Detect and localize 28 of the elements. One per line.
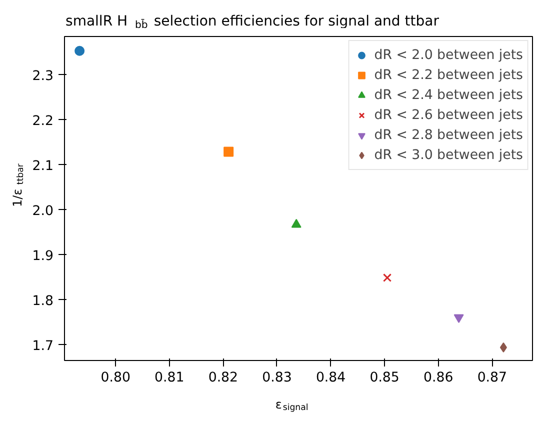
x-tick-label: 0.80 — [100, 370, 130, 386]
y-tick-label: 2.2 — [32, 114, 54, 129]
x-tick-label: 0.85 — [370, 370, 400, 386]
x-tick-label: 0.83 — [262, 370, 292, 386]
legend-label: dR < 2.4 between jets — [374, 87, 523, 103]
y-tick-label: 2.3 — [32, 68, 54, 84]
legend-label: dR < 2.6 between jets — [374, 107, 523, 123]
legend-label: dR < 2.0 between jets — [374, 47, 523, 63]
y-tick-label: 1.9 — [32, 248, 54, 264]
y-axis-title: 1/εttbar — [10, 163, 26, 207]
y-tick-label: 1.7 — [32, 338, 54, 354]
legend-label: dR < 2.2 between jets — [374, 67, 523, 83]
x-tick-label: 0.81 — [154, 370, 184, 386]
x-tick-label: 0.87 — [477, 370, 508, 386]
point — [500, 342, 507, 352]
x-tick-label: 0.82 — [208, 370, 238, 386]
y-tick-label: 2.1 — [32, 158, 54, 174]
x-tick-label: 0.84 — [316, 370, 346, 386]
y-tick-label: 1.8 — [32, 294, 54, 309]
y-tick-label: 2.0 — [32, 204, 54, 219]
point — [382, 273, 392, 282]
legend-label: dR < 3.0 between jets — [374, 147, 523, 163]
point — [224, 146, 234, 157]
point — [291, 218, 302, 228]
x-tick-label: 0.86 — [424, 370, 454, 386]
point — [454, 314, 464, 323]
point — [74, 46, 85, 56]
legend-label: dR < 2.8 between jets — [374, 127, 523, 143]
